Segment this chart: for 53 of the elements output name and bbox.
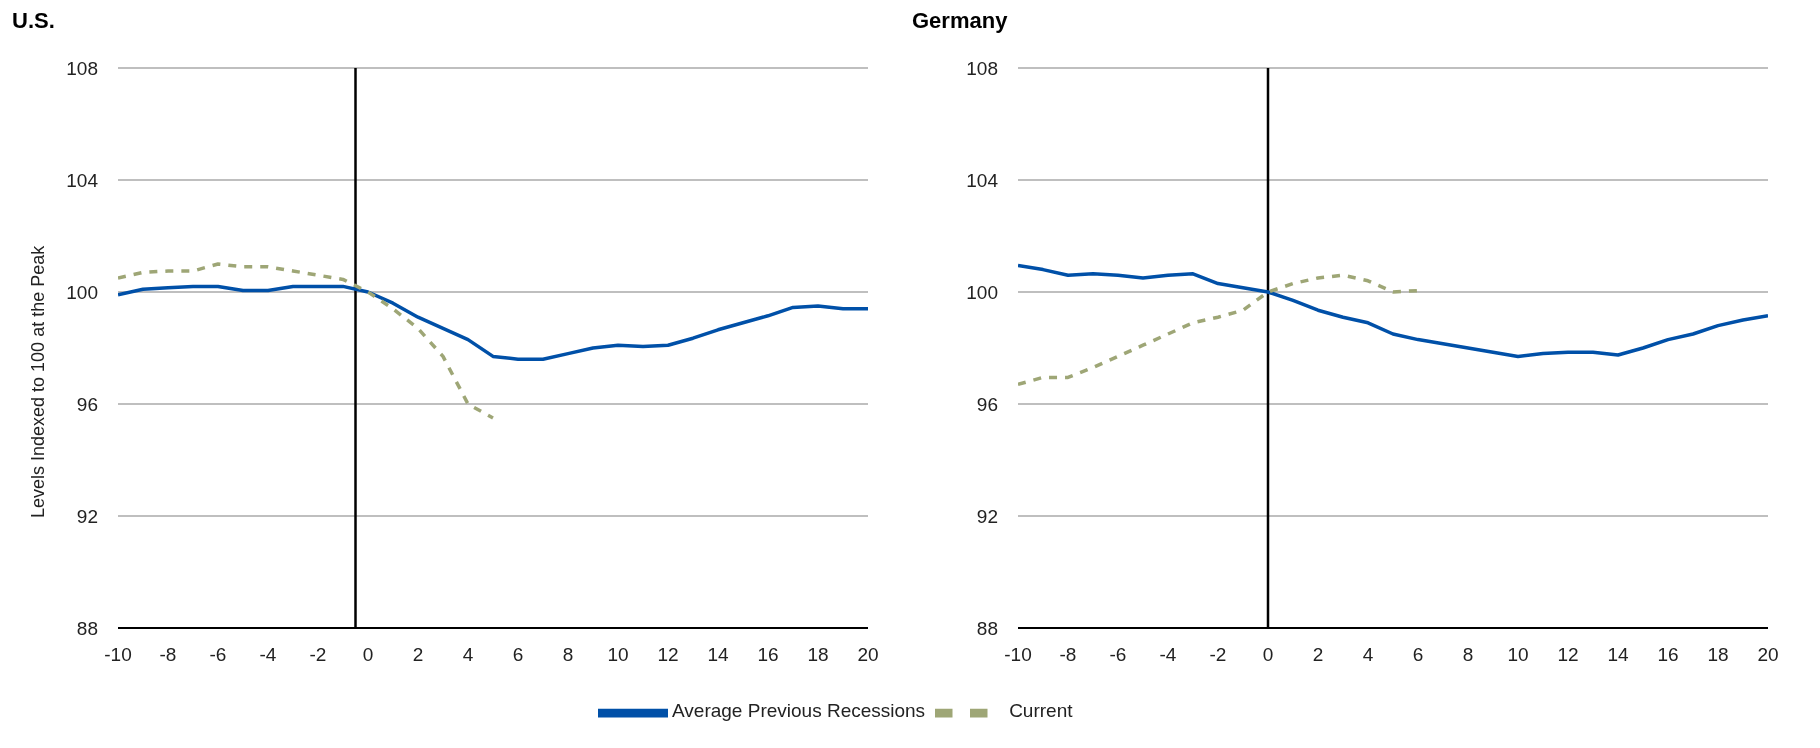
y-tick-label: 92 bbox=[76, 505, 98, 527]
y-tick-label: 104 bbox=[966, 169, 999, 191]
y-tick-label: 88 bbox=[976, 617, 998, 639]
x-tick-label: -8 bbox=[1059, 644, 1077, 666]
x-tick-label: 6 bbox=[512, 644, 524, 666]
x-tick-label: -4 bbox=[259, 644, 277, 666]
x-tick-label: -10 bbox=[104, 644, 132, 666]
x-tick-label: 10 bbox=[607, 644, 629, 666]
line-series bbox=[1018, 273, 1420, 387]
x-tick-label: 0 bbox=[362, 644, 374, 666]
x-tick-label: 20 bbox=[1757, 644, 1779, 666]
y-tick-label: 108 bbox=[66, 57, 98, 79]
x-tick-label: -4 bbox=[1159, 644, 1177, 666]
x-tick-label: 4 bbox=[1362, 644, 1374, 666]
chart-title: U.S. bbox=[11, 8, 56, 35]
x-tick-label: -6 bbox=[1109, 644, 1127, 666]
x-tick-label: 4 bbox=[462, 644, 474, 666]
x-tick-label: 14 bbox=[1607, 644, 1629, 666]
legend-label: Average Previous Recessions bbox=[672, 699, 926, 721]
y-tick-label: 100 bbox=[966, 281, 998, 303]
y-axis-title: Levels Indexed to 100 at the Peak bbox=[28, 244, 49, 518]
x-tick-label: -2 bbox=[1209, 644, 1227, 666]
y-tick-label: 100 bbox=[66, 281, 98, 303]
y-tick-label: 104 bbox=[66, 169, 99, 191]
x-tick-label: 16 bbox=[1657, 644, 1679, 666]
x-tick-label: 14 bbox=[707, 644, 729, 666]
legend-label: Current bbox=[1009, 699, 1073, 721]
x-tick-label: -10 bbox=[1004, 644, 1032, 666]
x-tick-label: 18 bbox=[807, 644, 829, 666]
y-tick-label: 92 bbox=[976, 505, 998, 527]
y-tick-label: 96 bbox=[976, 393, 998, 415]
y-tick-label: 108 bbox=[966, 57, 998, 79]
x-tick-label: 0 bbox=[1262, 644, 1274, 666]
x-tick-label: 16 bbox=[757, 644, 779, 666]
line-series bbox=[118, 284, 868, 361]
x-tick-label: -8 bbox=[159, 644, 177, 666]
x-tick-label: 10 bbox=[1507, 644, 1529, 666]
y-tick-label: 96 bbox=[76, 393, 98, 415]
chart-title: Germany bbox=[911, 8, 1009, 35]
x-tick-label: 12 bbox=[1557, 644, 1579, 666]
line-series bbox=[118, 262, 495, 420]
line-series bbox=[1018, 263, 1768, 359]
x-tick-label: 2 bbox=[412, 644, 424, 666]
x-tick-label: 12 bbox=[657, 644, 679, 666]
x-tick-label: 6 bbox=[1412, 644, 1424, 666]
x-tick-label: 8 bbox=[1462, 644, 1474, 666]
y-tick-label: 88 bbox=[76, 617, 98, 639]
x-tick-label: -6 bbox=[209, 644, 227, 666]
x-tick-label: 20 bbox=[857, 644, 879, 666]
x-tick-label: 2 bbox=[1312, 644, 1324, 666]
x-tick-label: -2 bbox=[309, 644, 327, 666]
x-tick-label: 18 bbox=[1707, 644, 1729, 666]
x-tick-label: 8 bbox=[562, 644, 574, 666]
